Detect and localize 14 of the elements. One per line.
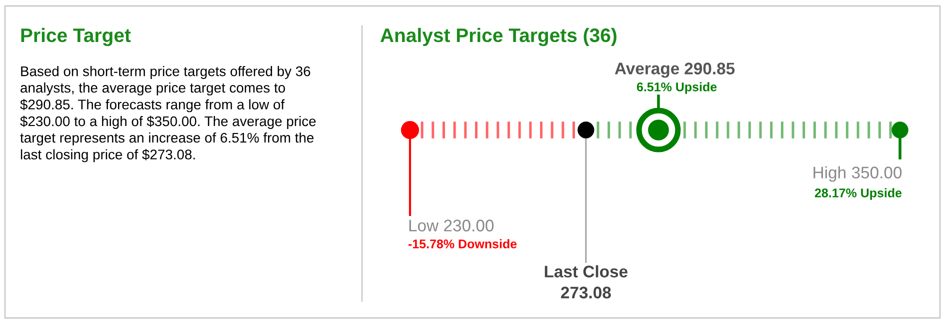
text: Price Target xyxy=(21,28,131,46)
category-label: Last Close xyxy=(544,265,628,278)
text: 28.17% Upside xyxy=(814,188,902,200)
data-label: 290.85 xyxy=(684,62,735,74)
data-label: 230.00 xyxy=(444,220,494,232)
text: Based on short-term price targets offered by 36 analysts, the average price target comes to $290.85. The forecasts range from a low of $230.00 to a high of $350.00. The average price target represents an increase of 6.51% from the last closing price of $273.08. xyxy=(20,66,316,162)
text: Analyst Price Targets (36) xyxy=(380,28,616,46)
category-label: Low xyxy=(409,220,439,232)
text: 6.51% Upside xyxy=(636,82,717,94)
data-label: 273.08 xyxy=(561,286,611,298)
data-label: 350.00 xyxy=(852,166,902,178)
category-label: Average xyxy=(614,62,680,78)
text: -15.78% Downside xyxy=(408,239,517,248)
category-label: High xyxy=(814,166,846,182)
